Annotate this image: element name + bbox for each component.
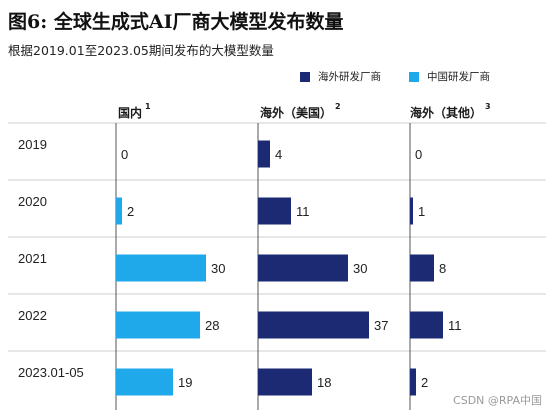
bar [258,311,369,339]
legend-swatch-overseas [300,71,310,82]
bar [116,197,122,225]
data-label: 2 [421,375,428,390]
bar [258,254,348,282]
data-label: 8 [439,261,446,276]
data-label: 11 [448,318,462,333]
bar [410,197,413,225]
category-label: 2021 [18,251,47,266]
bar [258,140,270,168]
column-header-overseas-other: 海外（其他） 3 [410,102,491,121]
column-header-domestic: 国内 1 [118,102,151,121]
category-label: 2022 [18,308,47,323]
data-label: 30 [211,261,225,276]
legend-label-china: 中国研发厂商 [427,71,490,83]
legend-item-overseas: 海外研发厂商 [300,69,381,84]
data-label: 30 [353,261,367,276]
data-label: 37 [374,318,388,333]
chart-subtitle: 根据2019.01至2023.05期间发布的大模型数量 [8,43,274,58]
column-header-domestic-text: 国内 [118,106,143,120]
column-header-overseas-us-note: 2 [335,102,341,111]
column-header-domestic-note: 1 [145,102,151,111]
legend-swatch-china [409,71,419,82]
bar [116,254,206,282]
data-label: 18 [317,375,331,390]
bar [258,368,312,396]
watermark: CSDN @RPA中国 [453,394,542,407]
bar [410,254,434,282]
data-label: 4 [275,147,282,162]
data-label: 19 [178,375,192,390]
data-label: 0 [121,147,128,162]
column-header-overseas-other-note: 3 [485,102,491,111]
bar [116,368,173,396]
data-label: 0 [415,147,422,162]
bar [410,311,443,339]
column-header-overseas-other-text: 海外（其他） [410,106,483,120]
bar [258,197,291,225]
chart-title: 图6: 全球生成式AI厂商大模型发布数量 [8,11,344,33]
data-label: 11 [296,204,310,219]
column-header-overseas-us-text: 海外（美国） [260,106,333,120]
category-label: 2020 [18,194,47,209]
legend: 海外研发厂商 中国研发厂商 [0,69,554,85]
category-label: 2023.01-05 [18,365,84,380]
category-label: 2019 [18,137,47,152]
data-label: 28 [205,318,219,333]
bar [410,368,416,396]
column-header-overseas-us: 海外（美国） 2 [260,102,341,121]
bar [116,311,200,339]
data-label: 2 [127,204,134,219]
data-label: 1 [418,204,425,219]
legend-label-overseas: 海外研发厂商 [318,71,381,83]
legend-item-china: 中国研发厂商 [409,69,490,84]
